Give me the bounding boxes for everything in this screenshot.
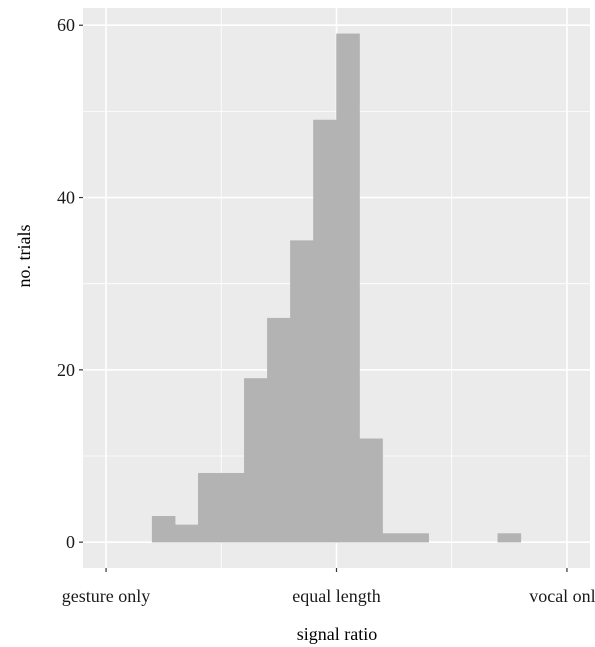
histogram-bar	[267, 317, 291, 543]
y-tick-label: 20	[57, 360, 75, 380]
y-tick-label: 60	[57, 15, 75, 35]
x-tick-label: gesture only	[62, 586, 150, 606]
histogram-bar	[151, 516, 176, 543]
histogram-bar	[382, 533, 406, 543]
x-axis: gesture only equal length vocal only	[62, 568, 595, 606]
x-axis-title: signal ratio	[297, 624, 377, 644]
histogram-bar	[336, 33, 360, 543]
y-axis: 0 20 40 60	[57, 15, 83, 552]
histogram-bars	[151, 33, 522, 543]
histogram-bar	[313, 119, 337, 543]
y-axis-title: no. trials	[14, 225, 34, 288]
x-tick-label: equal length	[292, 586, 380, 606]
y-tick-label: 40	[57, 188, 75, 208]
y-tick-label: 0	[66, 532, 75, 552]
histogram-bar	[359, 438, 383, 543]
x-tick-label: vocal only	[529, 586, 595, 606]
histogram-bar	[290, 240, 314, 543]
histogram-bar	[497, 533, 522, 543]
histogram-bar	[405, 533, 429, 543]
histogram-bar	[221, 472, 245, 543]
histogram-bar	[197, 472, 222, 543]
histogram-bar	[244, 378, 268, 543]
histogram-bar	[174, 524, 199, 543]
